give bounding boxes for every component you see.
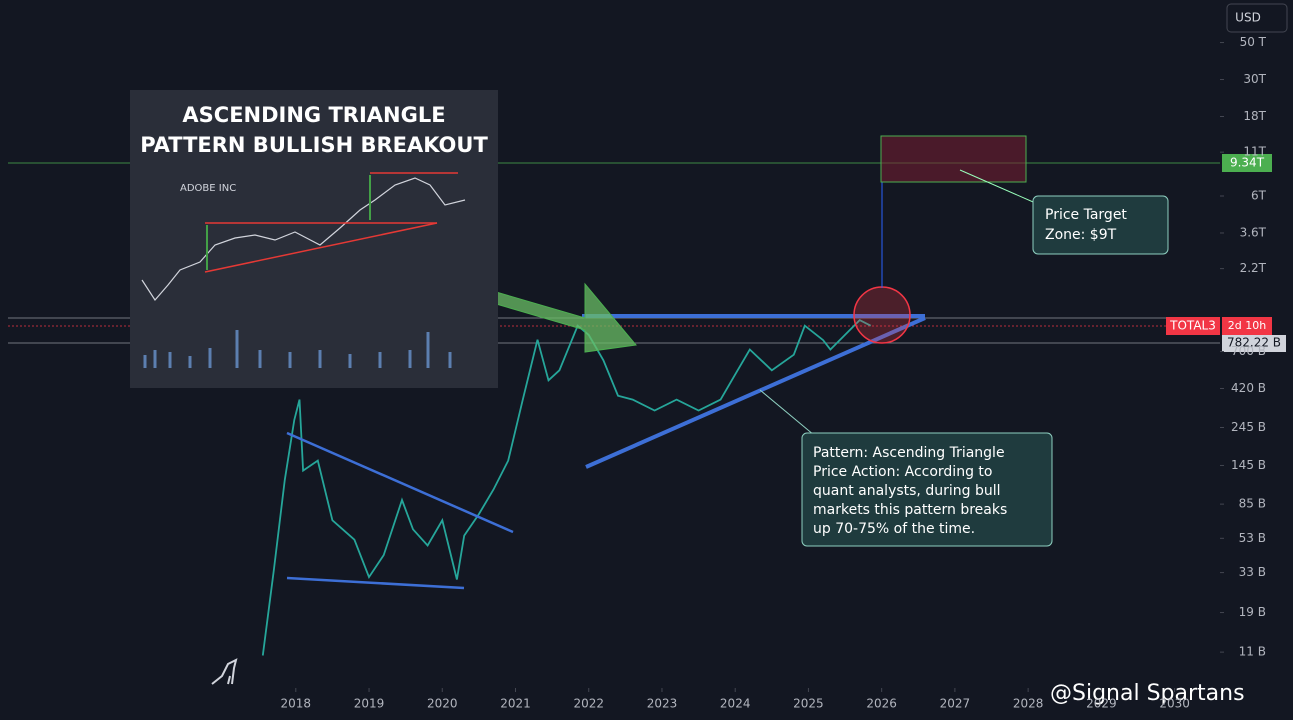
x-tick-label: 2019 — [354, 697, 385, 711]
callout — [1032, 195, 1169, 255]
callout-text: up 70-75% of the time. — [813, 521, 975, 537]
y-tick-label: 2.2T — [1240, 261, 1267, 275]
y-tick-label: 245 B — [1231, 420, 1266, 434]
y-tick-label: 19 B — [1239, 605, 1266, 619]
x-tick-label: 2030 — [1159, 697, 1190, 711]
x-tick-label: 2026 — [866, 697, 897, 711]
callout-text: Pattern: Ascending Triangle — [813, 445, 1005, 461]
countdown-text: 2d 10h — [1228, 319, 1266, 332]
callout-text: Price Target — [1045, 207, 1127, 223]
x-tick-label: 2029 — [1086, 697, 1117, 711]
inset-title: ASCENDING TRIANGLE — [182, 103, 445, 127]
y-tick-label: 3.6T — [1240, 225, 1267, 239]
x-tick-label: 2022 — [573, 697, 604, 711]
y-tick-label: 6T — [1251, 189, 1267, 203]
callout-text: Zone: $9T — [1045, 227, 1117, 243]
series-tag — [1166, 317, 1220, 335]
callout-text-group: Pattern: Ascending Triangle Price Action:… — [813, 445, 1007, 537]
callout-text: Price Action: According to — [813, 464, 992, 480]
target-zone — [880, 135, 1027, 183]
y-tick-label: 11 B — [1239, 645, 1266, 659]
logo — [211, 658, 238, 685]
y-tick-label: 18T — [1243, 109, 1266, 123]
x-tick-label: 2023 — [647, 697, 678, 711]
inset-bg — [130, 90, 498, 388]
x-tick-label: 2020 — [427, 697, 458, 711]
callout-pointer — [959, 169, 1041, 206]
x-tick-label: 2025 — [793, 697, 824, 711]
trend-line — [286, 576, 465, 590]
y-tick-label: 50 T — [1240, 35, 1267, 49]
x-tick-label: 2027 — [940, 697, 971, 711]
triangle-support — [585, 316, 926, 469]
callout-text: quant analysts, during bull — [813, 483, 1001, 499]
price-axis — [1220, 0, 1293, 720]
plot — [261, 319, 872, 656]
inset-volume — [143, 330, 452, 368]
inset: ASCENDING TRIANGLE PATTERN BULLISH BREAK… — [130, 90, 498, 388]
inset-title: PATTERN BULLISH BREAKOUT — [140, 133, 488, 157]
inset-subtitle: ADOBE INC — [180, 183, 236, 194]
y-tick-label: 30T — [1243, 72, 1266, 86]
price-tag-text: 782.22 B — [1227, 336, 1281, 350]
countdown-tag — [1222, 317, 1272, 335]
price-line — [261, 319, 872, 656]
y-tick-label: 420 B — [1231, 381, 1266, 395]
y-tick-label: 53 B — [1239, 531, 1266, 545]
target-tag — [1222, 154, 1272, 172]
currency[interactable]: USD — [1235, 11, 1261, 25]
price-tag — [1222, 335, 1286, 352]
x-tick-label: 2024 — [720, 697, 751, 711]
callout — [801, 432, 1053, 547]
currency-button[interactable] — [1226, 3, 1288, 33]
callout-text: markets this pattern breaks — [813, 502, 1007, 518]
x-tick-label: 2021 — [500, 697, 531, 711]
x-tick-label: 2028 — [1013, 697, 1044, 711]
inset-price — [141, 177, 466, 301]
y-tick-label: 145 B — [1231, 458, 1266, 472]
series-tag-text: TOTAL3 — [1169, 319, 1216, 333]
callout-pointer — [759, 389, 821, 441]
target-tag-text: 9.34T — [1230, 156, 1265, 170]
y-tick-label: 33 B — [1239, 565, 1266, 579]
x-tick-label: 2018 — [281, 697, 312, 711]
y-tick-label: 11T — [1243, 145, 1266, 159]
inset-line — [204, 222, 438, 273]
breakout-circle — [853, 286, 911, 344]
y-tick-label: 85 B — [1239, 497, 1266, 511]
watermark: @Signal Spartans — [1050, 681, 1245, 706]
y-tick-label: 700 B — [1231, 344, 1266, 358]
trend-line — [286, 431, 514, 534]
